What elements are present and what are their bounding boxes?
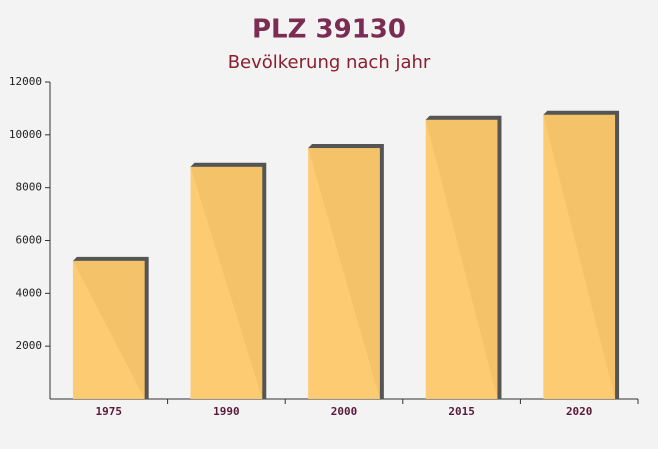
bar [425,119,498,400]
x-tick-label: 2000 [331,405,358,418]
chart-title: PLZ 39130 [252,15,406,45]
y-tick-label: 4000 [16,286,43,299]
x-tick-label: 1975 [96,405,123,418]
bar [190,166,263,399]
x-tick-label: 2015 [448,405,475,418]
x-tick-label: 1990 [213,405,240,418]
y-tick-label: 2000 [16,339,43,352]
y-tick-label: 12000 [9,75,42,88]
bar [72,260,145,399]
chart-subtitle: Bevölkerung nach jahr [228,52,431,73]
y-tick-label: 8000 [16,181,43,194]
bar [308,148,380,399]
y-tick-label: 6000 [16,234,43,247]
bar [543,114,616,400]
x-tick-label: 2020 [566,405,593,418]
y-tick-label: 10000 [9,128,42,141]
